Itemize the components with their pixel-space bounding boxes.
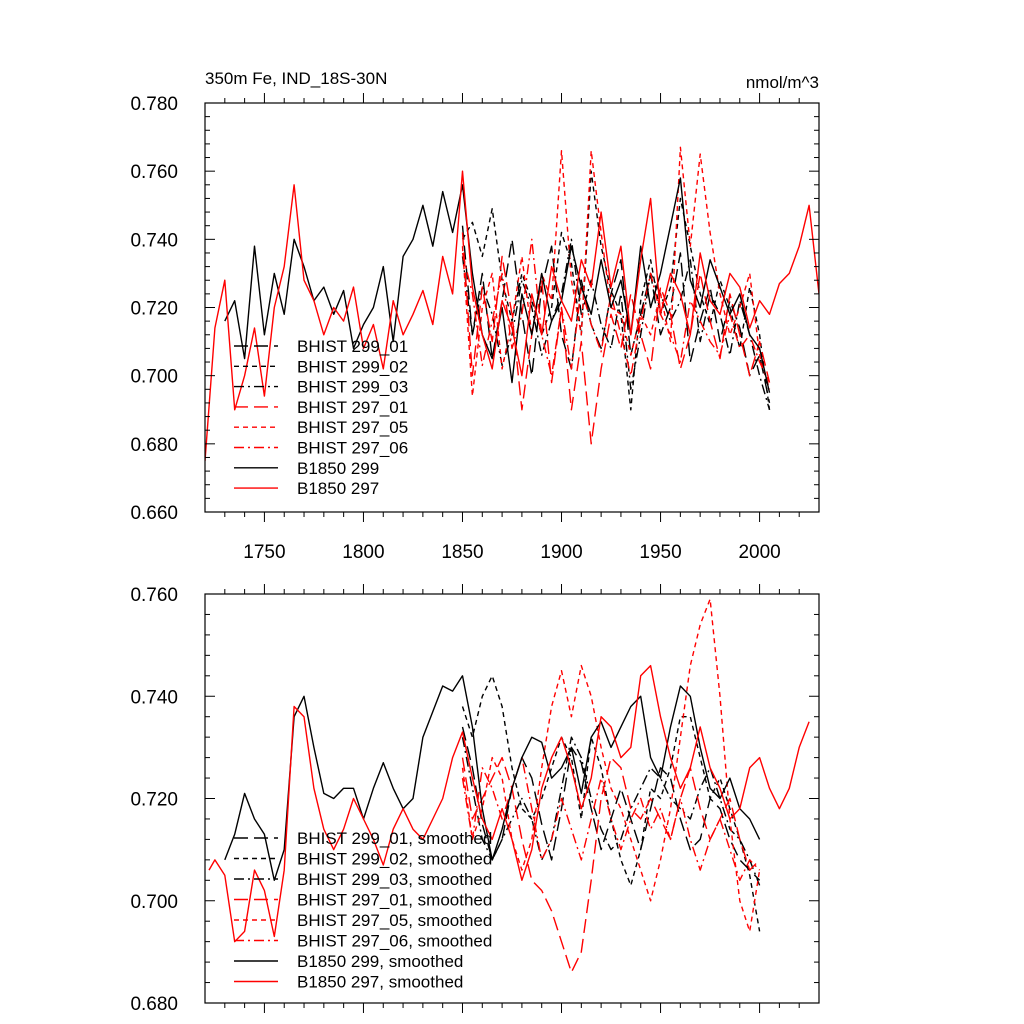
series-line-8 <box>208 664 810 943</box>
series-line-5 <box>461 598 761 933</box>
legend-label: B1850 299 <box>297 459 379 478</box>
series-line-6 <box>461 238 771 383</box>
x-tick-label: 1800 <box>342 542 384 563</box>
x-tick-label: 2000 <box>738 542 780 563</box>
series-line-2 <box>461 675 761 932</box>
legend-label: BHIST 299_02, smoothed <box>297 850 492 869</box>
y-tick-label: 0.660 <box>130 503 178 524</box>
legend-label: BHIST 299_03, smoothed <box>297 870 492 889</box>
y-tick-label: 0.680 <box>130 435 178 456</box>
legend-label: BHIST 299_02 <box>297 357 408 376</box>
y-tick-label: 0.700 <box>130 892 178 913</box>
x-tick-label: 1950 <box>639 542 681 563</box>
y-tick-label: 0.760 <box>130 585 178 606</box>
y-tick-label: 0.740 <box>130 687 178 708</box>
series-lines <box>205 146 819 461</box>
series-line-3 <box>461 736 761 886</box>
series-line-1 <box>461 225 771 404</box>
legend-label: BHIST 299_03 <box>297 378 408 397</box>
y-tick-label: 0.680 <box>130 994 178 1015</box>
y-tick-label: 0.760 <box>130 162 178 183</box>
legend-label: BHIST 297_06, smoothed <box>297 932 492 951</box>
legend-label: BHIST 297_05 <box>297 418 408 437</box>
legend-label: BHIST 297_06 <box>297 439 408 458</box>
x-tick-label: 1850 <box>441 542 483 563</box>
legend: BHIST 299_01, smoothed BHIST 299_02, smoo… <box>234 829 492 992</box>
series-line-7 <box>224 675 761 881</box>
y-tick-label: 0.780 <box>130 94 178 115</box>
y-tick-label: 0.720 <box>130 790 178 811</box>
y-tick-label: 0.720 <box>130 299 178 320</box>
legend-label: B1850 297 <box>297 479 379 498</box>
series-line-8 <box>205 170 819 461</box>
x-tick-label: 1750 <box>243 542 285 563</box>
panel-top: 0.660 0.680 0.700 0.720 0.740 0.760 0.780 1750 1… <box>130 93 820 563</box>
panel-bottom: 0.680 0.700 0.720 0.740 0.760 BHIST 299_01, s… <box>130 584 820 1015</box>
legend-label: BHIST 297_01 <box>297 398 408 417</box>
legend-label: BHIST 297_01, smoothed <box>297 891 492 910</box>
legend-label: BHIST 299_01, smoothed <box>297 829 492 848</box>
y-tick-label: 0.740 <box>130 230 178 251</box>
y-tick-label: 0.700 <box>130 367 178 388</box>
series-lines <box>208 598 810 973</box>
series-line-4 <box>461 232 771 445</box>
x-tick-label: 1900 <box>540 542 582 563</box>
series-line-3 <box>461 238 771 410</box>
legend-label: B1850 297, smoothed <box>297 973 463 992</box>
panel-top-title-right: nmol/m^3 <box>746 73 819 92</box>
legend-label: B1850 299, smoothed <box>297 952 463 971</box>
panel-top-title-left: 350m Fe, IND_18S-30N <box>205 69 387 88</box>
legend-label: BHIST 297_05, smoothed <box>297 911 492 930</box>
legend-label: BHIST 299_01 <box>297 337 408 356</box>
